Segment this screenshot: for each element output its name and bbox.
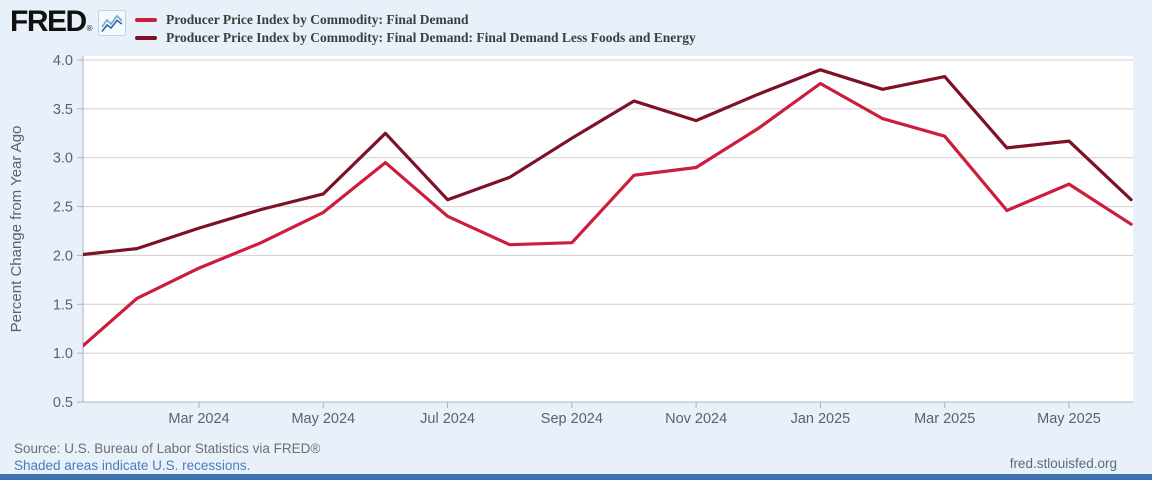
y-tick-label: 3.5 bbox=[53, 102, 73, 118]
plot-area bbox=[83, 56, 1133, 402]
fred-logo: FRED ® bbox=[10, 5, 126, 38]
y-tick-label: 2.0 bbox=[53, 248, 73, 264]
ppi-line-chart: 4.0 3.5 3.0 2.5 2.0 1.5 1.0 0.5 Mar 2024 May 2024… bbox=[8, 53, 1133, 427]
x-tick-label: May 2024 bbox=[291, 411, 355, 427]
x-tick-label: Sep 2024 bbox=[541, 411, 603, 427]
legend: Producer Price Index by Commodity: Final… bbox=[135, 11, 696, 47]
y-tick-label: 1.0 bbox=[53, 346, 73, 362]
y-tick-label: 1.5 bbox=[53, 297, 73, 313]
legend-label: Producer Price Index by Commodity: Final… bbox=[166, 30, 696, 45]
x-tick-label: Jan 2025 bbox=[791, 411, 851, 427]
series-line-0 bbox=[83, 81, 1133, 348]
registered-mark: ® bbox=[86, 24, 93, 33]
x-tick-label: Mar 2025 bbox=[914, 411, 975, 427]
source-note: Source: U.S. Bureau of Labor Statistics … bbox=[14, 441, 321, 456]
fred-logo-text: FRED bbox=[10, 5, 87, 38]
y-tick-label: 3.0 bbox=[53, 151, 73, 167]
footer-notes: Source: U.S. Bureau of Labor Statistics … bbox=[14, 441, 320, 474]
legend-item-final-demand: Producer Price Index by Commodity: Final… bbox=[135, 11, 696, 29]
x-tick-label: Jul 2024 bbox=[420, 411, 475, 427]
fred-sparkline-icon bbox=[97, 10, 126, 36]
legend-label: Producer Price Index by Commodity: Final… bbox=[166, 12, 469, 27]
recessions-link[interactable]: Shaded areas indicate U.S. recessions. bbox=[14, 457, 251, 473]
fred-site-url: fred.stlouisfed.org bbox=[1009, 456, 1117, 471]
series-line-1 bbox=[83, 68, 1133, 257]
x-tick-label: Nov 2024 bbox=[665, 411, 727, 427]
x-tick-label: May 2025 bbox=[1037, 411, 1101, 427]
legend-swatch bbox=[135, 36, 157, 40]
bottom-accent-bar bbox=[0, 474, 1152, 480]
x-tick-label: Mar 2024 bbox=[168, 411, 229, 427]
legend-swatch bbox=[135, 18, 157, 22]
legend-item-less-foods-energy: Producer Price Index by Commodity: Final… bbox=[135, 29, 696, 47]
y-axis-label: Percent Change from Year Ago bbox=[8, 126, 25, 333]
y-tick-label: 4.0 bbox=[53, 53, 73, 69]
y-tick-label: 2.5 bbox=[53, 200, 73, 216]
y-tick-label: 0.5 bbox=[53, 395, 73, 411]
